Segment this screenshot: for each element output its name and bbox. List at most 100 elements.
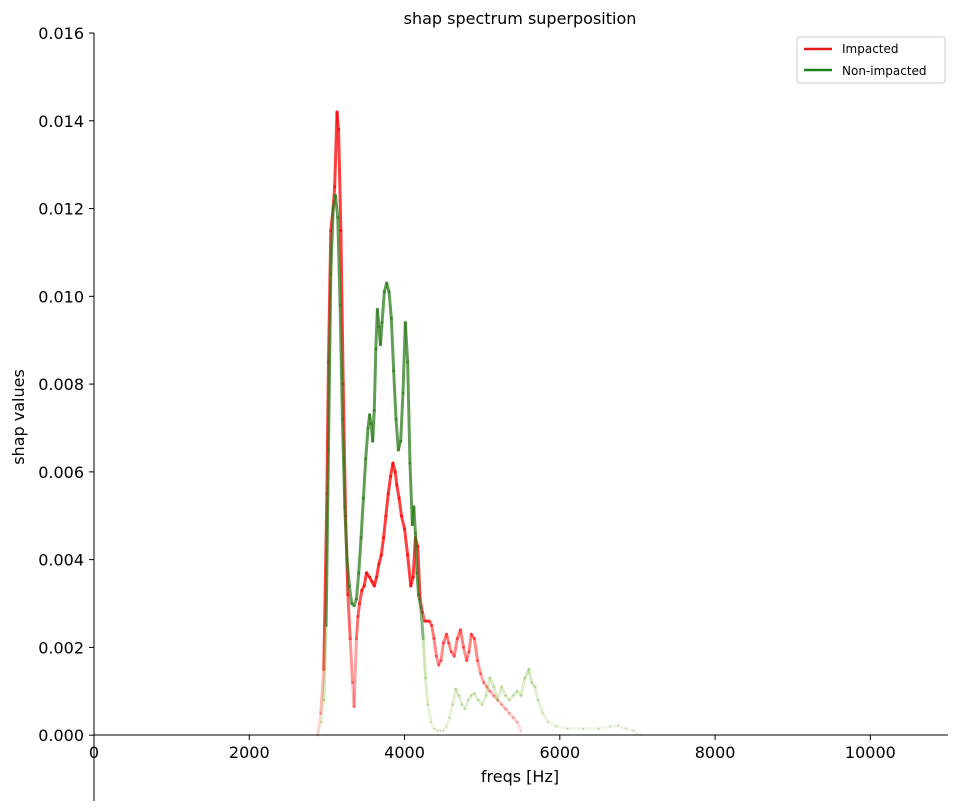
series-segment — [316, 711, 323, 737]
data-point — [420, 607, 422, 609]
data-point — [531, 681, 533, 684]
data-point — [394, 471, 396, 473]
series-segment — [403, 321, 410, 364]
series-segment — [379, 536, 386, 557]
data-point — [504, 695, 507, 697]
data-point — [422, 638, 424, 640]
series-segment — [458, 628, 466, 649]
series-segment — [384, 492, 390, 518]
series-segment — [326, 272, 333, 452]
data-point — [461, 703, 463, 706]
data-point — [520, 730, 522, 732]
series-segment — [533, 685, 540, 702]
series-segment — [511, 689, 519, 698]
data-point — [387, 493, 389, 495]
series-segment — [399, 514, 407, 531]
data-point — [459, 629, 462, 631]
series-segment — [412, 505, 417, 535]
data-point — [438, 664, 440, 666]
series-segment — [424, 676, 430, 706]
data-point — [466, 659, 468, 662]
data-point — [351, 681, 354, 684]
series-segment — [430, 623, 436, 641]
series-segment — [624, 727, 636, 733]
data-point — [493, 695, 495, 697]
data-point — [355, 638, 358, 640]
data-point — [470, 695, 472, 697]
series-segment — [500, 685, 507, 698]
series-segment — [507, 711, 515, 720]
series-segment — [361, 457, 368, 500]
data-point — [370, 422, 372, 425]
series-segment — [451, 687, 458, 706]
y-tick-label: 0.006 — [38, 463, 84, 482]
series-segment — [541, 711, 550, 724]
data-point — [453, 655, 455, 657]
data-point — [382, 537, 385, 539]
data-point — [467, 699, 469, 701]
series-segment — [503, 707, 511, 715]
data-point — [372, 440, 374, 442]
x-tick-label: 10000 — [845, 743, 896, 762]
data-point — [360, 537, 362, 539]
legend-label-non-impacted: Non-impacted — [842, 64, 927, 78]
data-point — [430, 721, 432, 723]
y-tick-label: 0.000 — [38, 726, 84, 745]
data-point — [485, 695, 487, 697]
data-point — [403, 528, 406, 530]
data-point — [439, 730, 441, 732]
series-segment — [492, 685, 500, 702]
data-point — [435, 655, 437, 657]
data-point — [480, 673, 482, 675]
x-tick-label: 6000 — [539, 743, 580, 762]
data-point — [373, 409, 375, 412]
series-segment — [463, 698, 470, 711]
data-point — [424, 677, 427, 679]
series-segment — [496, 698, 504, 706]
series-segment — [387, 290, 393, 320]
data-point — [455, 688, 457, 690]
series-segment — [492, 694, 500, 702]
series-segment — [389, 316, 396, 373]
data-point — [464, 708, 466, 710]
data-point — [411, 523, 413, 526]
series-segment — [336, 215, 342, 307]
data-point — [458, 695, 460, 697]
series-segment — [460, 702, 467, 711]
data-point — [489, 690, 491, 692]
data-point — [445, 633, 448, 635]
series-segment — [448, 702, 455, 720]
series-segment — [322, 623, 328, 702]
data-point — [417, 594, 420, 596]
series-non-impacted — [316, 193, 643, 737]
series-segment — [488, 676, 496, 689]
data-point — [353, 605, 355, 607]
series-segment — [324, 448, 330, 627]
data-point — [468, 651, 470, 653]
series-segment — [316, 720, 323, 737]
data-point — [516, 690, 518, 692]
data-point — [493, 686, 495, 688]
data-point — [632, 730, 635, 732]
data-point — [450, 651, 452, 653]
series-segment — [364, 426, 370, 461]
series-segment — [511, 716, 519, 724]
series-segment — [413, 531, 419, 575]
series-segment — [597, 724, 612, 731]
series-segment — [351, 681, 356, 709]
data-point — [327, 449, 330, 451]
data-point — [349, 638, 351, 640]
x-tick-label: 2000 — [229, 743, 270, 762]
data-point — [566, 727, 569, 730]
series-segment — [480, 694, 488, 706]
data-point — [426, 620, 428, 622]
y-tick-label: 0.004 — [38, 551, 84, 570]
series-segment — [515, 720, 523, 733]
data-point — [357, 616, 359, 618]
data-point — [625, 727, 627, 730]
data-point — [483, 681, 485, 684]
data-point — [361, 589, 363, 591]
data-point — [512, 717, 514, 719]
series-segment — [500, 702, 507, 711]
